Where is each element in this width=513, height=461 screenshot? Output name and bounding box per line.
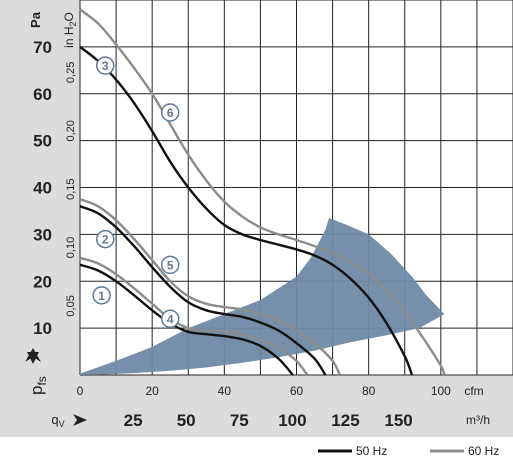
inh2o-tick-label: 0,15 [65,178,77,199]
cfm-tick-label: 100 [431,384,451,398]
inh2o-tick: 0,15 [65,178,77,199]
performance-curves [79,8,446,376]
shaded-operating-region [80,218,445,375]
pa-axis-label: Pa [28,11,43,28]
pfs-arrow-shape [25,348,41,362]
curve-marker-5 [160,255,180,275]
m3h-tick-label: 25 [124,411,143,430]
pa-tick-label: 50 [33,132,52,151]
inh2o-tick-label: 0,05 [65,295,77,316]
legend-50hz-label: 50 Hz [356,444,387,458]
curve-marker-2 [96,229,115,249]
curve-marker-label-2: 2 [102,233,109,247]
qv-axis-label: qV [51,412,64,429]
curve-marker-label-4: 4 [167,312,174,326]
cfm-tick-label: 80 [362,384,376,398]
m3h-axis-label: m³/h [466,413,490,427]
pa-tick-label: 30 [33,225,52,244]
left-axis-panel [0,0,80,375]
pa-tick-label: 60 [33,85,52,104]
m3h-tick-label: 150 [384,411,412,430]
legend: 50 Hz 60 Hz [318,444,499,458]
m3h-tick-label: 125 [331,411,359,430]
svg-text:pfs: pfs [27,376,49,395]
m3h-tick-label: 75 [230,411,249,430]
curve-6-line [79,8,446,376]
curve-5-line [79,198,341,376]
cfm-axis-label: cfm [464,384,483,398]
inh2o-tick: 0,10 [65,237,77,258]
bottom-axis-panel [0,375,513,437]
inh2o-tick: 0,25 [65,62,77,83]
curve-marker-4 [160,309,180,328]
pa-tick-label: 70 [33,38,52,57]
m3h-tick-label: 100 [278,411,306,430]
inh2o-tick-label: 0,10 [65,237,77,258]
legend-60hz-label: 60 Hz [468,444,499,458]
curve-marker-3 [96,56,115,75]
cfm-tick-label: 40 [218,384,232,398]
curve-marker-1 [92,286,111,305]
pa-tick-label: 40 [33,179,52,198]
pa-tick-label: 10 [33,319,52,338]
qv-arrow-icon [73,414,87,426]
inh2o-tick-label: 0,25 [65,62,77,83]
curve-marker-label-5: 5 [167,258,174,272]
m3h-tick-label: 50 [177,411,196,430]
inh2o-tick-label: 0,20 [65,120,77,141]
curve-4-line [79,256,309,376]
inh2o-tick: 0,20 [65,120,77,141]
cfm-tick-label: 0 [77,384,84,398]
svg-text:in H2O: in H2O [62,12,78,48]
tick-labels: 10 20 30 40 50 60 70 0,05 0,10 0,15 0,20 0,25 0 20 40 6… [33,38,451,430]
pa-tick-label: 20 [33,272,52,291]
inh2o-tick: 0,05 [65,295,77,316]
cfm-tick-label: 20 [145,384,159,398]
curve-1-line [79,263,294,376]
cfm-tick-label: 60 [290,384,304,398]
curve-marker-label-3: 3 [102,59,109,73]
inh2o-axis-label: in H2O [62,12,78,48]
pfs-axis-label: pfs [27,376,49,395]
curve-2-line [79,205,327,376]
curve-3-line [79,45,414,376]
curve-marker-label-1: 1 [98,289,105,303]
curve-markers: 1 2 3 4 5 6 [92,56,180,328]
curve-marker-label-6: 6 [167,106,174,120]
curve-marker-6 [160,103,180,122]
